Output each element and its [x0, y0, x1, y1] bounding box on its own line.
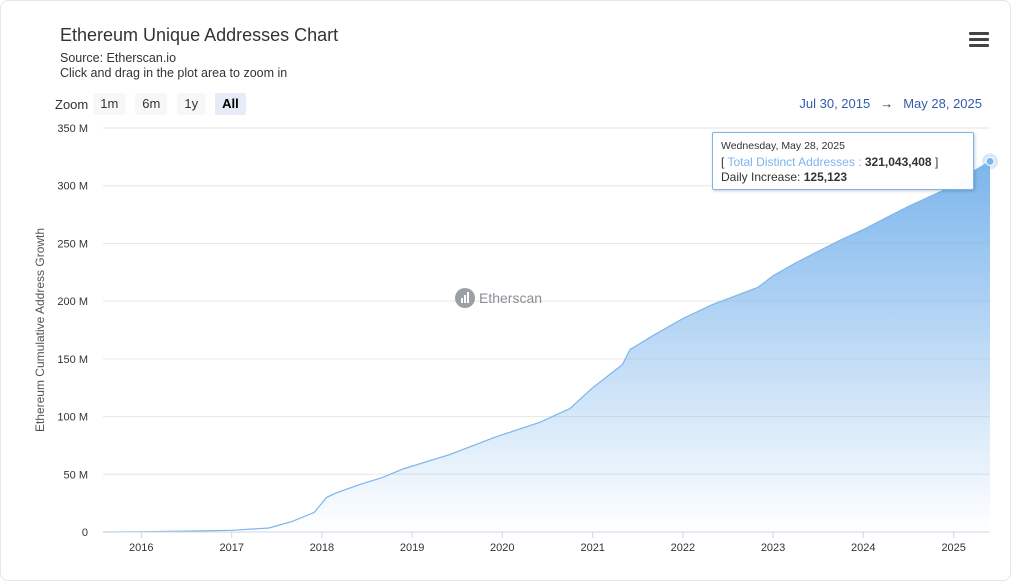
tooltip-series-label: Total Distinct Addresses : — [727, 155, 862, 169]
tooltip-daily-label: Daily Increase: — [721, 170, 801, 184]
date-range: Jul 30, 2015 → May 28, 2025 — [799, 96, 982, 111]
y-tick-label: 50 M — [64, 469, 88, 481]
series-area-fill — [103, 161, 990, 532]
zoom-all-button[interactable]: All — [215, 93, 246, 115]
axes: 0 50 M 100 M 150 M 200 M 250 M 300 M 350 M 2016 2… — [57, 123, 990, 554]
x-tick-label: 2025 — [941, 542, 965, 554]
zoom-6m-button[interactable]: 6m — [135, 93, 168, 115]
y-tick-label: 200 M — [57, 296, 88, 308]
zoom-selector: Zoom 1m 6m 1y All — [55, 93, 256, 115]
y-tick-label: 350 M — [57, 123, 88, 135]
zoom-1y-button[interactable]: 1y — [177, 93, 206, 115]
hover-point-marker — [985, 156, 995, 166]
x-tick-label: 2018 — [310, 542, 334, 554]
chart-title: Ethereum Unique Addresses Chart — [60, 25, 339, 45]
y-axis-label: Ethereum Cumulative Address Growth — [33, 228, 47, 432]
chart-tooltip: Wednesday, May 28, 2025 [ Total Distinct… — [712, 132, 974, 190]
y-tick-label: 250 M — [57, 238, 88, 250]
x-tick-label: 2020 — [490, 542, 514, 554]
hamburger-menu-icon[interactable] — [969, 32, 989, 48]
watermark-text: Etherscan — [479, 290, 543, 306]
tooltip-open-bracket: [ — [721, 155, 725, 169]
chart-source: Source: Etherscan.io — [60, 51, 177, 65]
tooltip-value: 321,043,408 — [864, 155, 932, 169]
zoom-1m-button[interactable]: 1m — [93, 93, 126, 115]
x-tick-label: 2024 — [851, 542, 875, 554]
y-tick-label: 150 M — [57, 354, 88, 366]
x-tick-label: 2019 — [400, 542, 424, 554]
x-tick-label: 2017 — [219, 542, 243, 554]
zoom-label: Zoom — [55, 96, 89, 112]
range-arrow: → — [880, 96, 894, 111]
etherscan-logo-icon — [455, 288, 475, 308]
tooltip-date: Wednesday, May 28, 2025 — [721, 140, 845, 152]
range-to-input[interactable]: May 28, 2025 — [903, 96, 982, 111]
y-tick-label: 300 M — [57, 181, 88, 193]
tooltip-daily-value: 125,123 — [803, 170, 848, 184]
x-tick-label: 2023 — [761, 542, 785, 554]
series-area — [102, 153, 998, 533]
x-tick-label: 2021 — [580, 542, 604, 554]
y-tick-label: 100 M — [57, 412, 88, 424]
etherscan-watermark: Etherscan — [455, 288, 542, 308]
zoom-hint: Click and drag in the plot area to zoom … — [60, 66, 288, 80]
range-from-input[interactable]: Jul 30, 2015 — [799, 96, 871, 111]
tooltip-close-bracket: ] — [934, 155, 939, 169]
x-tick-label: 2016 — [129, 542, 153, 554]
series-line — [102, 160, 991, 533]
x-tick-label: 2022 — [671, 542, 695, 554]
y-tick-label: 0 — [82, 527, 88, 539]
